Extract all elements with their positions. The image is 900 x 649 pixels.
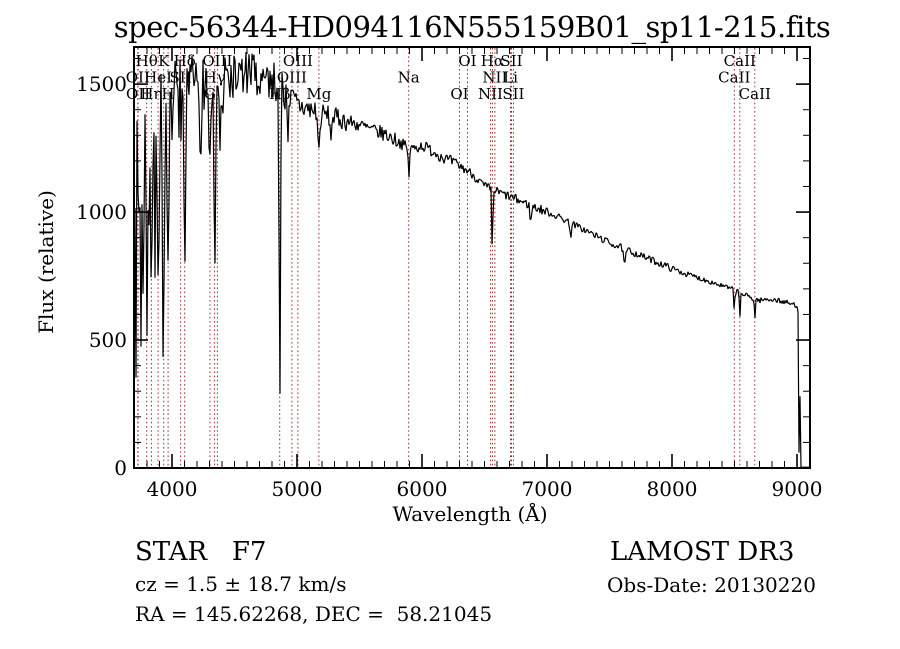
plot-frame — [133, 46, 811, 469]
x-tick-label: 9000 — [772, 477, 823, 501]
y-tick-label: 1000 — [76, 200, 127, 224]
spectral-line-label: OIII — [283, 52, 313, 70]
ra-dec-text: RA = 145.62268, DEC = 58.21045 — [135, 602, 493, 626]
y-tick-label: 500 — [89, 328, 127, 352]
y-tick-label: 0 — [114, 456, 127, 480]
spectral-line-label: Hβ — [269, 85, 291, 103]
cz-text: cz = 1.5 ± 18.7 km/s — [135, 572, 347, 596]
spectral-line-label: OII — [126, 85, 150, 103]
spectral-line-label: NII — [482, 69, 507, 87]
classification-text: STAR F7 — [135, 537, 267, 567]
spectral-line-label: Li — [503, 69, 518, 87]
spectral-line-label: SII — [500, 52, 522, 70]
spectral-line-label: CaII — [739, 85, 771, 103]
x-tick-label: 7000 — [522, 477, 573, 501]
spectral-line-label: Mg — [306, 85, 331, 103]
spectral-line-label: Na — [398, 69, 420, 87]
spectral-line-label: SII — [502, 85, 524, 103]
spectral-line-label: NII — [478, 85, 503, 103]
plot-title: spec-56344-HD094116N555159B01_sp11-215.f… — [113, 10, 831, 44]
spectral-line-label: CaII — [718, 69, 750, 87]
x-tick-label: 8000 — [647, 477, 698, 501]
spectral-line-label: Hθ — [136, 52, 158, 70]
x-tick-label: 4000 — [147, 477, 198, 501]
spectral-line-label: OIII — [202, 52, 232, 70]
x-tick-label: 5000 — [272, 477, 323, 501]
spectral-line-label: OIII — [277, 69, 307, 87]
x-axis-label: Wavelength (Å) — [392, 502, 548, 526]
spectral-line-label: OI — [458, 52, 476, 70]
spectral-line-label: Hα — [481, 52, 504, 70]
spectral-line-label: HeI — [144, 69, 172, 87]
spectral-line-label: H — [162, 85, 175, 103]
spectrum-trace — [133, 51, 810, 468]
x-tick-label: 6000 — [397, 477, 448, 501]
survey-text: LAMOST DR3 — [610, 537, 795, 567]
spectral-line-label: OII — [126, 69, 150, 87]
spectral-line-label: G — [204, 85, 216, 103]
spectral-line-label: Hη — [140, 85, 162, 103]
spectral-line-label: Hγ — [204, 69, 226, 87]
spectral-line-label: CaII — [724, 52, 756, 70]
spectral-line-label: K — [158, 52, 170, 70]
spectral-line-label: SII — [170, 69, 192, 87]
spectral-line-label: OI — [450, 85, 468, 103]
obs-date-text: Obs-Date: 20130220 — [607, 573, 816, 597]
y-tick-label: 1500 — [76, 72, 127, 96]
spectral-line-label: Hδ — [174, 52, 196, 70]
